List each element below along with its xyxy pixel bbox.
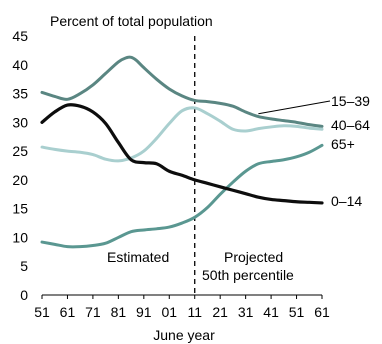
series-labels: 15–39 40–64 65+ 0–14 <box>258 93 370 209</box>
y-tick-label: 35 <box>12 86 28 102</box>
y-tick-label: 10 <box>12 229 28 245</box>
series-lines <box>40 55 324 249</box>
y-tick-label: 20 <box>12 172 28 188</box>
series-line <box>40 143 324 249</box>
x-tick-label: 31 <box>238 304 254 320</box>
x-tick-label: 51 <box>34 304 50 320</box>
y-tick-label: 5 <box>20 258 28 274</box>
series-label: 65+ <box>331 136 355 152</box>
y-tick-label: 30 <box>12 114 28 130</box>
series-line <box>40 103 324 205</box>
x-tick-label: 11 <box>187 304 202 320</box>
y-tick-label: 45 <box>12 28 28 44</box>
series-line <box>40 55 324 128</box>
series-label: 15–39 <box>331 93 370 109</box>
series-label: 0–14 <box>331 193 362 209</box>
series-line <box>40 106 324 163</box>
y-tick-label: 0 <box>20 287 28 303</box>
series-label-leader <box>258 100 331 115</box>
annotation-projected: Projected <box>224 249 283 265</box>
annotation-percentile: 50th percentile <box>202 267 294 283</box>
x-tick-label: 81 <box>111 304 127 320</box>
x-tick-label: 91 <box>136 304 152 320</box>
series-label: 40–64 <box>331 117 370 133</box>
x-tick-label: 21 <box>212 304 228 320</box>
x-tick-label: 61 <box>314 304 330 320</box>
x-tick-label: 61 <box>60 304 76 320</box>
x-tick-label: 01 <box>161 304 177 320</box>
y-tick-label: 15 <box>12 201 28 217</box>
x-tick-label: 71 <box>85 304 101 320</box>
x-tick-label: 51 <box>289 304 305 320</box>
x-axis-label: June year <box>153 327 215 343</box>
annotation-estimated: Estimated <box>107 249 169 265</box>
y-tick-label: 40 <box>12 57 28 73</box>
x-tick-label: 41 <box>263 304 279 320</box>
y-axis-ticks: 0 5 10 15 20 25 30 35 40 45 <box>12 28 28 303</box>
chart-subtitle: Percent of total population <box>50 13 213 29</box>
x-axis-ticks: 51 61 71 81 91 01 11 21 31 41 51 61 <box>34 295 330 320</box>
y-tick-label: 25 <box>12 143 28 159</box>
